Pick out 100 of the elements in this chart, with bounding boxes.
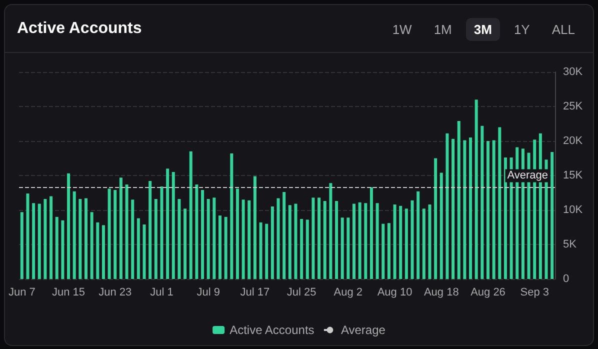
x-tick-label: Jun 23 (98, 286, 132, 298)
bar (335, 201, 338, 279)
bar (201, 190, 204, 279)
bar (38, 204, 41, 279)
range-button[interactable]: 1Y (506, 18, 538, 41)
bar (184, 208, 187, 279)
bar (457, 120, 460, 279)
bar (300, 218, 304, 279)
bar (474, 100, 478, 279)
bar (148, 181, 152, 279)
bar (102, 225, 105, 279)
bar (259, 222, 262, 279)
y-tick-label: 0 (563, 273, 570, 285)
bar (206, 198, 210, 279)
bar (318, 198, 321, 279)
range-button[interactable]: 1W (384, 18, 420, 41)
bar (84, 198, 88, 279)
bar (142, 224, 146, 279)
x-tick-label: Sep 3 (520, 286, 549, 298)
bar (340, 218, 344, 279)
bar (189, 151, 192, 279)
bar (329, 183, 332, 279)
x-tick-label: Jun 7 (8, 286, 36, 298)
bar (224, 216, 228, 279)
y-tick-label: 5K (563, 238, 578, 250)
bar (253, 176, 256, 279)
bar (20, 212, 24, 279)
legend-label: Active Accounts (230, 323, 314, 337)
bar (452, 138, 455, 279)
bar (270, 206, 274, 279)
range-button[interactable]: 3M (466, 18, 500, 41)
bar (399, 206, 402, 279)
bar (67, 173, 70, 279)
bar (72, 191, 76, 279)
bar (160, 186, 164, 279)
chart-title: Active Accounts (17, 20, 142, 38)
bar (410, 200, 414, 279)
range-button[interactable]: 1M (426, 18, 460, 41)
bar (178, 198, 181, 279)
x-tick-label: Aug 2 (334, 286, 363, 298)
bar (428, 204, 432, 279)
bar (387, 223, 390, 279)
bar (136, 218, 140, 279)
bar (125, 184, 128, 279)
y-tick-label: 10K (563, 204, 584, 216)
bar (492, 140, 496, 279)
range-button[interactable]: ALL (544, 18, 583, 41)
bar (242, 200, 245, 279)
bar (404, 208, 408, 279)
bar (550, 152, 554, 279)
bar (486, 141, 490, 279)
bar (434, 158, 438, 279)
y-tick-label: 20K (563, 135, 584, 147)
bar (422, 208, 426, 279)
bar (44, 198, 47, 279)
x-tick-label: Jul 9 (196, 286, 220, 298)
bar (416, 191, 420, 279)
bar (218, 216, 222, 279)
bar (26, 193, 30, 279)
x-tick-label: Jul 17 (240, 286, 270, 298)
y-tick-label: 25K (563, 100, 584, 112)
bar (172, 172, 175, 279)
bar (32, 203, 36, 279)
bar (323, 201, 326, 279)
bar (154, 198, 158, 279)
bar (352, 204, 356, 279)
bar (498, 127, 502, 279)
bar (131, 200, 134, 279)
bar (90, 212, 94, 279)
x-tick-label: Aug 26 (470, 286, 506, 298)
bar (288, 205, 292, 279)
bar (248, 200, 251, 279)
y-tick-label: 30K (563, 66, 584, 78)
bar (306, 220, 309, 279)
bar (78, 198, 82, 279)
text: Average (507, 170, 548, 182)
y-tick-label: 15K (563, 170, 584, 182)
bar (376, 203, 379, 279)
bar (382, 224, 385, 279)
bar (469, 138, 472, 279)
bar (504, 158, 507, 279)
bar (230, 153, 234, 279)
bar (119, 178, 122, 279)
bar (108, 188, 111, 279)
bar (312, 198, 315, 279)
bar (446, 133, 449, 279)
bar (265, 224, 268, 279)
bar (393, 204, 396, 279)
bar (50, 196, 53, 279)
bar (358, 202, 362, 279)
x-tick-label: Jun 15 (52, 286, 86, 298)
bar (96, 222, 100, 279)
bar (282, 192, 286, 279)
bar (212, 198, 216, 279)
x-tick-label: Jul 1 (150, 286, 174, 298)
bar (61, 220, 64, 279)
bar (370, 187, 373, 279)
x-tick-label: Jul 25 (286, 286, 316, 298)
x-tick-label: Aug 18 (424, 286, 459, 298)
bar (195, 184, 198, 279)
